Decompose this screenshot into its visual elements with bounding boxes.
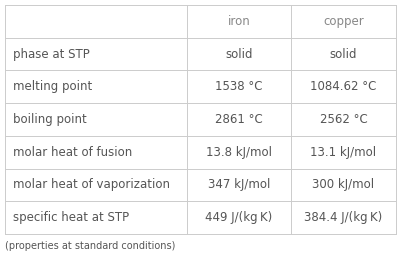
Text: melting point: melting point <box>13 80 92 93</box>
Text: 13.1 kJ/mol: 13.1 kJ/mol <box>310 146 377 159</box>
Text: molar heat of vaporization: molar heat of vaporization <box>13 179 170 191</box>
Text: 2562 °C: 2562 °C <box>320 113 367 126</box>
Text: 384.4 J/(kg K): 384.4 J/(kg K) <box>304 211 383 224</box>
Text: solid: solid <box>225 48 253 61</box>
Text: iron: iron <box>228 15 250 28</box>
Text: specific heat at STP: specific heat at STP <box>13 211 129 224</box>
Text: 300 kJ/mol: 300 kJ/mol <box>312 179 375 191</box>
Text: 1084.62 °C: 1084.62 °C <box>310 80 377 93</box>
Text: phase at STP: phase at STP <box>13 48 90 61</box>
Text: molar heat of fusion: molar heat of fusion <box>13 146 132 159</box>
Text: boiling point: boiling point <box>13 113 87 126</box>
Text: solid: solid <box>330 48 357 61</box>
Text: 2861 °C: 2861 °C <box>215 113 263 126</box>
Text: copper: copper <box>323 15 364 28</box>
Text: 1538 °C: 1538 °C <box>215 80 263 93</box>
Text: 347 kJ/mol: 347 kJ/mol <box>208 179 270 191</box>
Text: 449 J/(kg K): 449 J/(kg K) <box>205 211 273 224</box>
Text: (properties at standard conditions): (properties at standard conditions) <box>5 241 175 251</box>
Text: 13.8 kJ/mol: 13.8 kJ/mol <box>206 146 272 159</box>
